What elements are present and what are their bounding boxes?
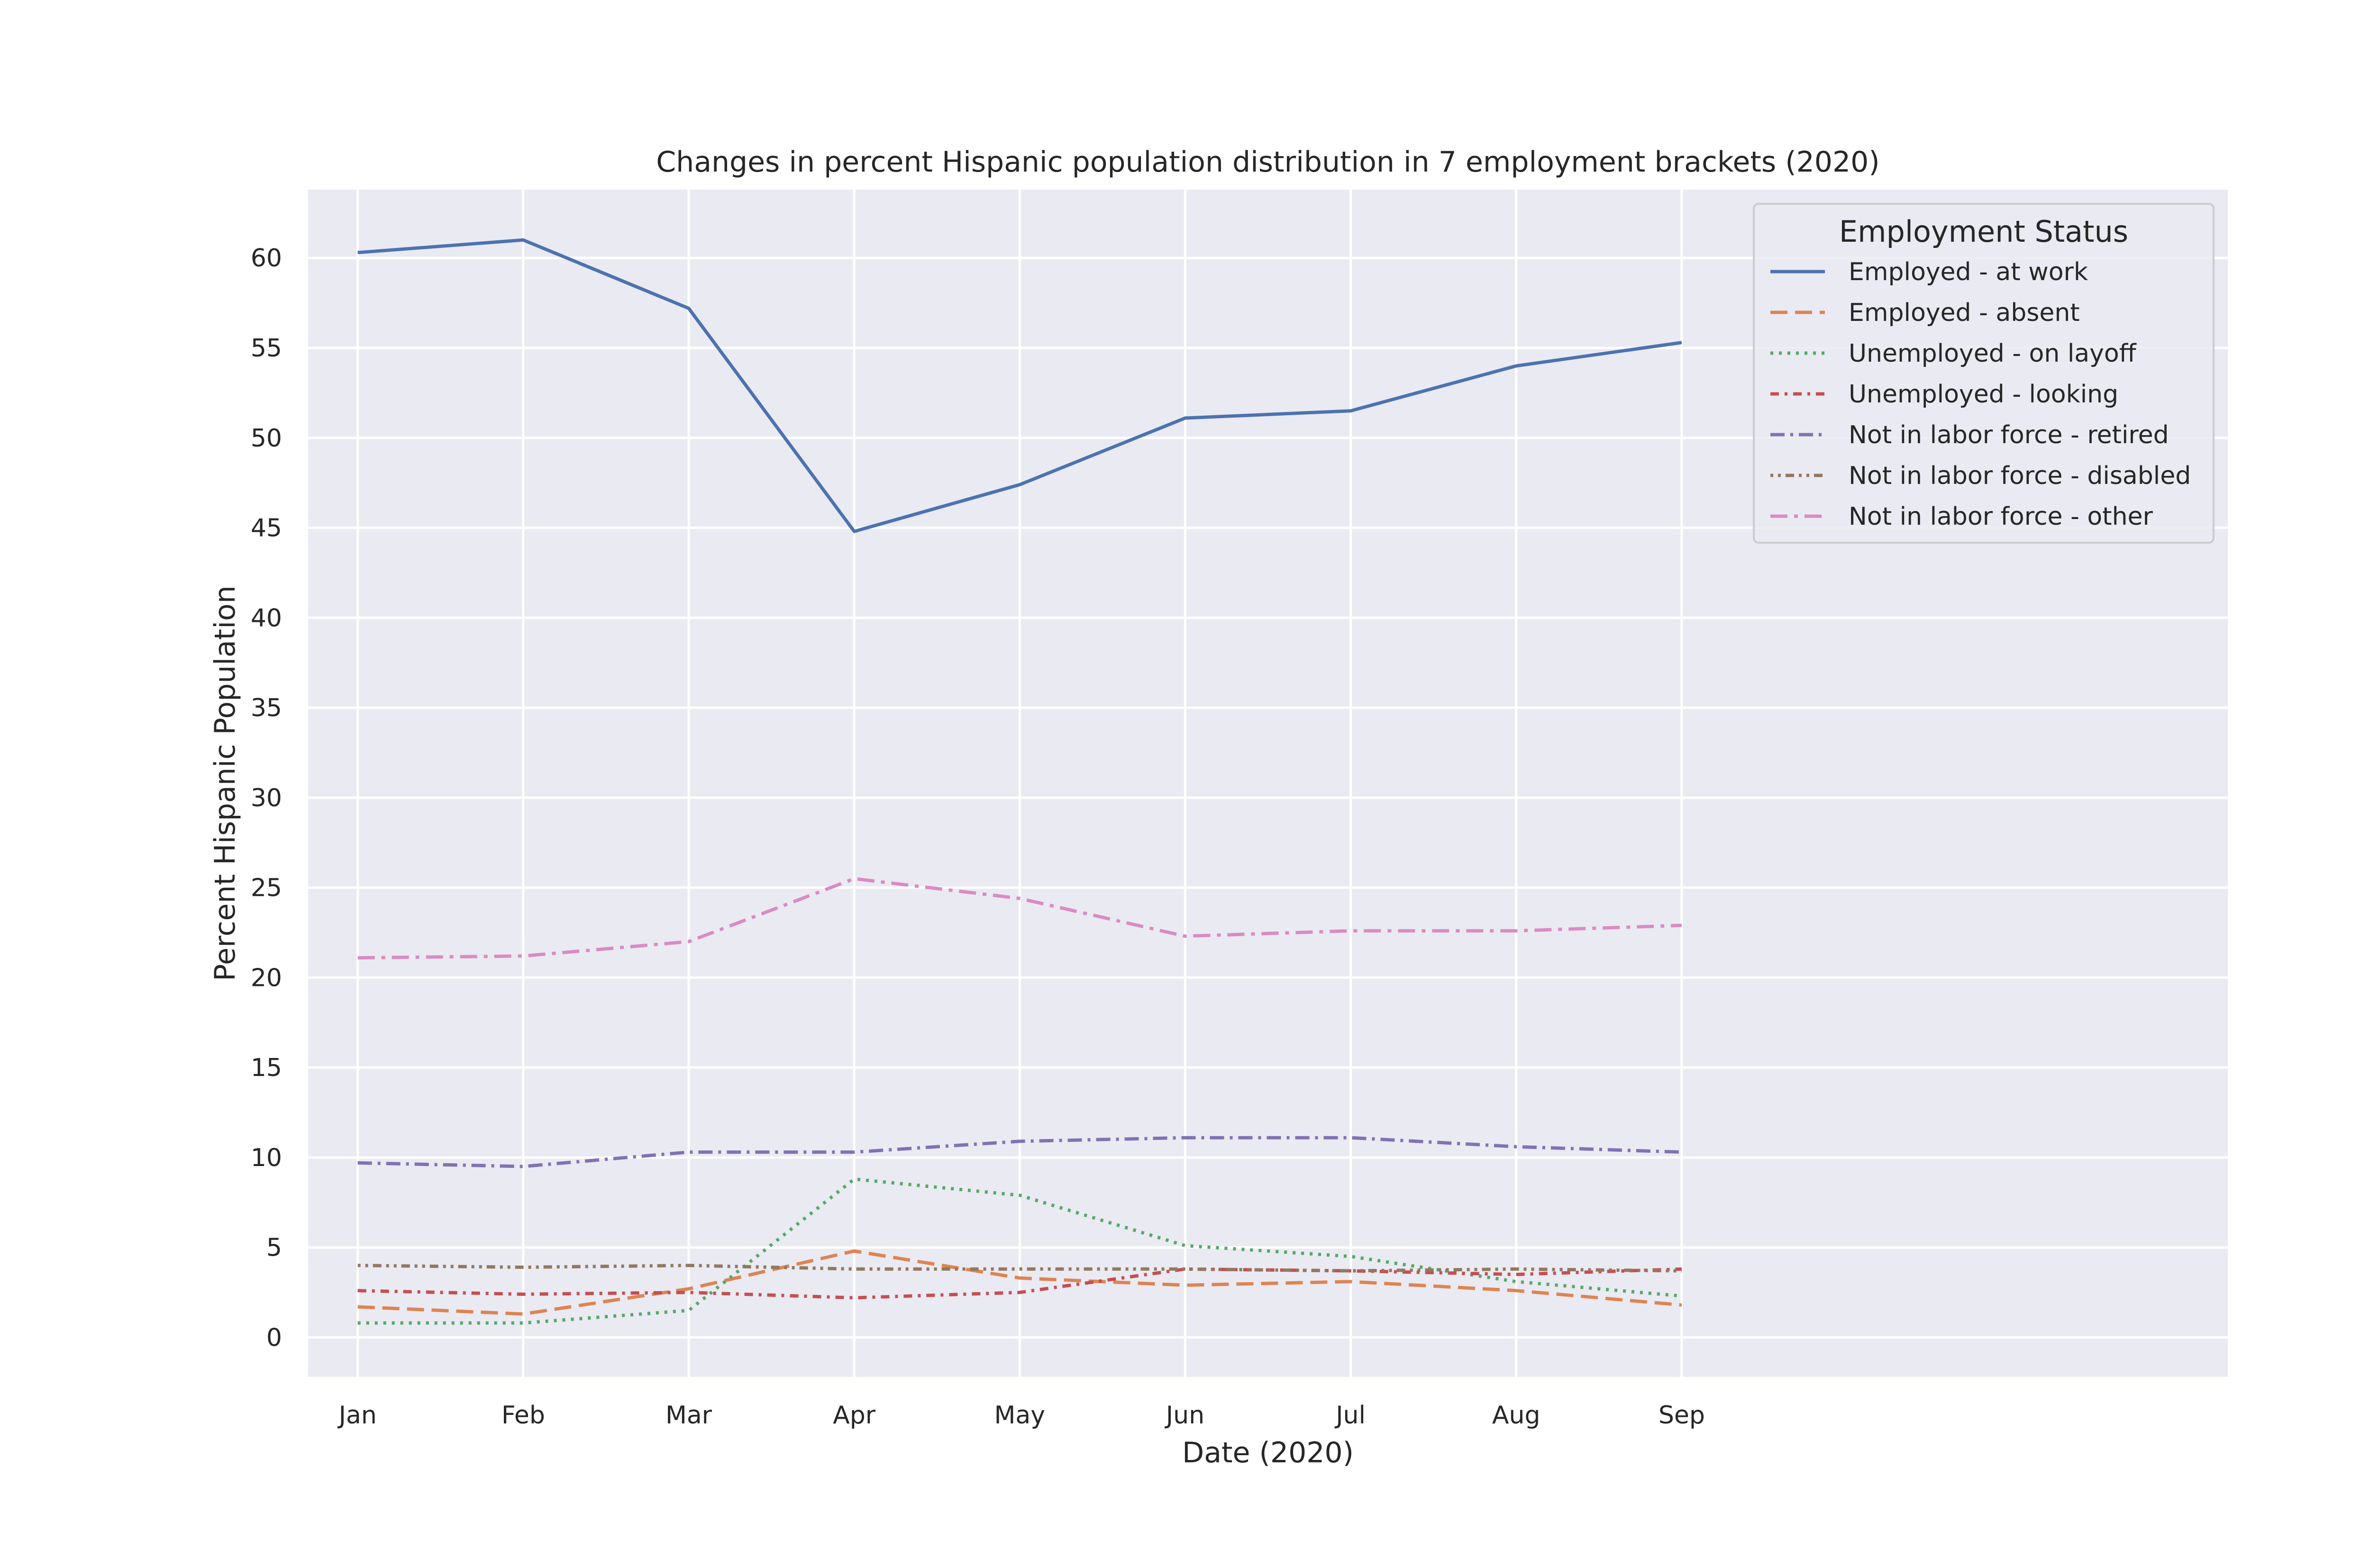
- series-line-not-in-labor-force-other: [357, 877, 1682, 960]
- y-axis-label: Percent Hispanic Population: [209, 585, 242, 981]
- y-tick-label: 30: [251, 784, 282, 812]
- legend-item-not-in-labor-force-retired: Not in labor force - retired: [1770, 421, 2169, 449]
- y-tick-label: 25: [251, 874, 282, 903]
- y-tick-label: 55: [251, 334, 282, 363]
- legend-item-not-in-labor-force-other: Not in labor force - other: [1770, 502, 2153, 531]
- legend-item-not-in-labor-force-disabled: Not in labor force - disabled: [1770, 462, 2191, 490]
- x-tick-label-feb: Feb: [501, 1401, 545, 1430]
- legend-items: Employed - at work Employed - absent Unemp…: [1770, 258, 2191, 531]
- y-tick-label: 45: [251, 514, 282, 543]
- series-line-employed-at-work: [357, 238, 1682, 533]
- y-tick-label: 20: [251, 964, 282, 992]
- legend: Employment Status Employed - at workEmpl…: [1753, 203, 2215, 544]
- series-line-not-in-labor-force-disabled: [357, 1264, 1682, 1273]
- y-tick-label: 40: [251, 604, 282, 632]
- x-tick-label-mar: Mar: [665, 1401, 712, 1430]
- x-tick-label-sep: Sep: [1659, 1401, 1705, 1430]
- y-tick-label: 60: [251, 244, 282, 273]
- x-tick-label-may: May: [994, 1401, 1046, 1430]
- series-line-unemployed-on-layoff: [357, 1177, 1682, 1325]
- chart-title: Changes in percent Hispanic population d…: [656, 146, 1879, 179]
- series-line-employed-absent: [357, 1249, 1682, 1316]
- x-tick-label-apr: Apr: [833, 1401, 876, 1430]
- y-tick-label: 35: [251, 694, 282, 722]
- legend-label: Employed - at work: [1849, 258, 2088, 286]
- legend-label: Not in labor force - other: [1849, 502, 2153, 531]
- legend-label: Unemployed - on layoff: [1849, 339, 2137, 368]
- x-tick-labels: Jan Feb Mar Apr May Jun Jul Aug Sep: [337, 1401, 1705, 1430]
- legend-label: Not in labor force - retired: [1849, 421, 2169, 449]
- legend-box: [1753, 203, 2215, 544]
- legend-label: Unemployed - looking: [1849, 380, 2118, 409]
- x-tick-label-jan: Jan: [337, 1401, 377, 1430]
- y-tick-label: 15: [251, 1054, 282, 1082]
- x-tick-label-aug: Aug: [1492, 1401, 1540, 1430]
- x-axis-label: Date (2020): [1182, 1436, 1354, 1469]
- legend-item-employed-at-work: Employed - at work: [1770, 258, 2088, 286]
- x-tick-label-jun: Jun: [1165, 1401, 1204, 1430]
- y-tick-label: 5: [266, 1234, 282, 1262]
- y-tick-label: 0: [266, 1324, 282, 1352]
- legend-item-employed-absent: Employed - absent: [1770, 299, 2080, 327]
- y-tick-labels: 0 5 10 15 20 25 30 35 40 45 50 55 60: [251, 244, 282, 1352]
- y-tick-label: 50: [251, 424, 282, 453]
- legend-item-unemployed-on-layoff: Unemployed - on layoff: [1770, 339, 2137, 368]
- y-tick-label: 10: [251, 1144, 282, 1172]
- legend-title: Employment Status: [1839, 214, 2128, 249]
- legend-item-unemployed-looking: Unemployed - looking: [1770, 380, 2118, 409]
- series-line-not-in-labor-force-retired: [357, 1136, 1682, 1168]
- series-lines: [357, 238, 1682, 1325]
- legend-label: Not in labor force - disabled: [1849, 462, 2191, 490]
- series-line-unemployed-looking: [357, 1267, 1682, 1300]
- x-tick-label-jul: Jul: [1334, 1401, 1366, 1430]
- legend-label: Employed - absent: [1849, 299, 2080, 327]
